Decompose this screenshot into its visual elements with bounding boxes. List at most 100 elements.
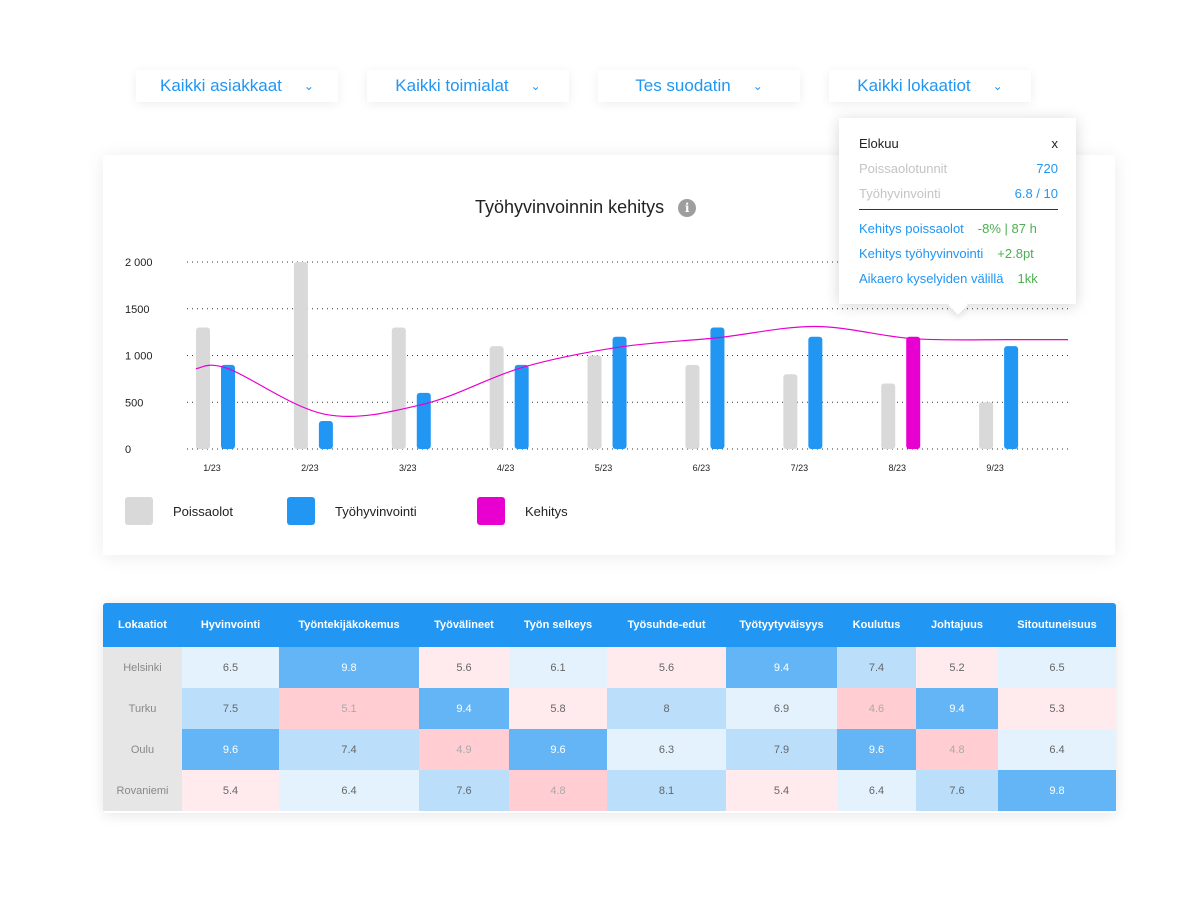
legend-label: Poissaolot: [173, 503, 233, 519]
table-row: Helsinki 6.5 9.8 5.6 6.1 5.6 9.4 7.4 5.2…: [103, 647, 1116, 688]
legend-label: Kehitys: [525, 503, 568, 519]
table-cell: 5.6: [419, 647, 509, 688]
chevron-down-icon: ⌄: [752, 79, 763, 93]
tooltip-title: Elokuu: [859, 136, 899, 151]
table-row: Turku 7.5 5.1 9.4 5.8 8 6.9 4.6 9.4 5.3: [103, 688, 1116, 729]
x-tick-label: 7/23: [791, 463, 809, 473]
tooltip-row-label: Kehitys työhyvinvointi: [859, 246, 984, 261]
x-tick-label: 3/23: [399, 463, 417, 473]
table-cell: 9.4: [916, 688, 998, 729]
table-cell: 9.8: [279, 647, 419, 688]
legend-item-wellbeing: Työhyvinvointi: [287, 497, 417, 525]
row-label: Oulu: [103, 729, 182, 770]
chart-title-text: Työhyvinvoinnin kehitys: [475, 197, 665, 217]
table-cell: 7.6: [916, 770, 998, 811]
bar-wellbeing: [318, 420, 333, 449]
y-tick-label: 2 000: [125, 257, 153, 269]
chart-tooltip: Elokuu x Poissaolotunnit 720 Työhyvinvoi…: [839, 118, 1076, 304]
x-tick-label: 2/23: [301, 463, 319, 473]
chevron-down-icon: ⌄: [530, 79, 541, 93]
close-icon[interactable]: x: [1051, 136, 1059, 151]
bar-absences: [587, 355, 602, 449]
table-cell: 7.4: [279, 729, 419, 770]
table-cell: 4.8: [916, 729, 998, 770]
bar-absences: [881, 383, 896, 449]
table-cell: 9.6: [182, 729, 279, 770]
column-header[interactable]: Johtajuus: [916, 603, 998, 647]
filter-label: Kaikki toimialat: [395, 76, 509, 95]
table-cell: 6.5: [182, 647, 279, 688]
tooltip-header: Elokuu x: [859, 136, 1058, 151]
y-tick-label: 500: [125, 397, 143, 409]
table-cell: 9.4: [726, 647, 837, 688]
filter-industries[interactable]: Kaikki toimialat ⌄: [367, 70, 569, 102]
table-cell: 8: [607, 688, 726, 729]
table-header-row: Lokaatiot Hyvinvointi Työntekijäkokemus …: [103, 603, 1116, 647]
column-header[interactable]: Koulutus: [837, 603, 916, 647]
column-header[interactable]: Työvälineet: [419, 603, 509, 647]
table-cell: 8.1: [607, 770, 726, 811]
table-cell: 6.4: [998, 729, 1116, 770]
x-tick-label: 8/23: [888, 463, 906, 473]
tooltip-row-value: -8% | 87 h: [977, 221, 1037, 236]
table-cell: 5.8: [509, 688, 607, 729]
column-header[interactable]: Sitoutuneisuus: [998, 603, 1116, 647]
table-cell: 5.3: [998, 688, 1116, 729]
tooltip-row-label: Aikaero kyselyiden välillä: [859, 271, 1004, 286]
bar-absences: [979, 402, 994, 449]
table-cell: 6.9: [726, 688, 837, 729]
chart-legend: Poissaolot Työhyvinvointi Kehitys: [0, 497, 1200, 527]
column-header[interactable]: Hyvinvointi: [182, 603, 279, 647]
row-label: Rovaniemi: [103, 770, 182, 811]
tooltip-row-label: Kehitys poissaolot: [859, 221, 964, 236]
tooltip-row: Kehitys työhyvinvointi +2.8pt: [859, 246, 1058, 261]
bar-wellbeing: [514, 364, 529, 449]
legend-item-development: Kehitys: [477, 497, 568, 525]
table-row: Rovaniemi 5.4 6.4 7.6 4.8 8.1 5.4 6.4 7.…: [103, 770, 1116, 811]
legend-label: Työhyvinvointi: [335, 503, 417, 519]
bar-absences: [489, 346, 504, 449]
row-label: Turku: [103, 688, 182, 729]
tooltip-row: Työhyvinvointi 6.8 / 10: [859, 186, 1058, 201]
column-header[interactable]: Työsuhde-edut: [607, 603, 726, 647]
bar-wellbeing: [808, 336, 823, 449]
filter-label: Kaikki asiakkaat: [160, 76, 282, 95]
filter-tes[interactable]: Tes suodatin ⌄: [598, 70, 800, 102]
bar-wellbeing: [221, 364, 235, 449]
table-row: Oulu 9.6 7.4 4.9 9.6 6.3 7.9 9.6 4.8 6.4: [103, 729, 1116, 770]
bar-wellbeing: [906, 336, 921, 449]
table-cell: 4.6: [837, 688, 916, 729]
table-cell: 5.2: [916, 647, 998, 688]
bar-absences: [391, 327, 406, 449]
filter-locations[interactable]: Kaikki lokaatiot ⌄: [829, 70, 1031, 102]
chevron-down-icon: ⌄: [303, 79, 314, 93]
table-cell: 7.6: [419, 770, 509, 811]
table-cell: 6.3: [607, 729, 726, 770]
location-table: Lokaatiot Hyvinvointi Työntekijäkokemus …: [103, 603, 1116, 813]
bar-absences: [196, 327, 210, 449]
column-header[interactable]: Lokaatiot: [103, 603, 182, 647]
bar-absences: [293, 262, 308, 449]
info-icon[interactable]: i: [678, 198, 697, 217]
filter-customers[interactable]: Kaikki asiakkaat ⌄: [136, 70, 338, 102]
column-header[interactable]: Työntekijäkokemus: [279, 603, 419, 647]
tooltip-row: Aikaero kyselyiden välillä 1kk: [859, 271, 1058, 286]
filter-bar: Kaikki asiakkaat ⌄ Kaikki toimialat ⌄ Te…: [0, 70, 1200, 102]
x-tick-label: 1/23: [203, 463, 221, 473]
table-cell: 6.4: [837, 770, 916, 811]
y-tick-label: 0: [125, 444, 131, 456]
tooltip-row-value: 1kk: [1017, 271, 1038, 286]
trend-line: [195, 325, 1069, 417]
column-header[interactable]: Työtyytyväisyys: [726, 603, 837, 647]
y-tick-label: 1500: [125, 304, 149, 316]
x-tick-label: 6/23: [693, 463, 711, 473]
table-cell: 5.6: [607, 647, 726, 688]
column-header[interactable]: Työn selkeys: [509, 603, 607, 647]
table-cell: 6.4: [279, 770, 419, 811]
bar-wellbeing: [710, 327, 725, 449]
table-cell: 9.4: [419, 688, 509, 729]
legend-item-absences: Poissaolot: [125, 497, 233, 525]
table-cell: 7.5: [182, 688, 279, 729]
filter-label: Tes suodatin: [635, 76, 731, 95]
